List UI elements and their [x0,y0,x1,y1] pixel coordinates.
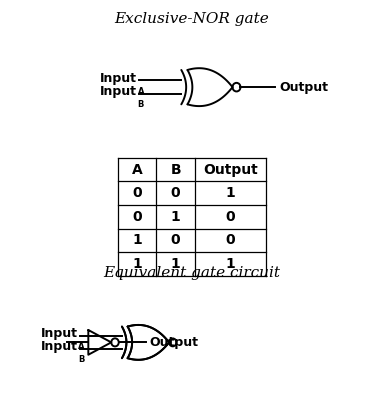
Text: 0: 0 [225,234,235,247]
Text: Input: Input [41,327,78,340]
Text: 0: 0 [171,186,180,200]
Text: 1: 1 [225,186,235,200]
Text: Input: Input [100,85,137,98]
Text: 0: 0 [225,210,235,224]
Text: B: B [78,355,84,364]
Text: Output: Output [203,163,258,176]
Text: A: A [78,342,85,351]
Text: Output: Output [279,81,328,94]
Text: B: B [170,163,181,176]
Text: 0: 0 [132,186,142,200]
Text: Exclusive-NOR gate: Exclusive-NOR gate [115,12,269,27]
Text: 1: 1 [171,210,180,224]
Text: B: B [137,100,144,109]
Text: Output: Output [149,336,199,349]
Text: 1: 1 [225,257,235,271]
Text: 1: 1 [171,257,180,271]
Text: A: A [132,163,142,176]
Text: A: A [137,86,144,95]
Text: 1: 1 [132,257,142,271]
Text: Input: Input [41,340,78,353]
Text: 0: 0 [132,210,142,224]
Text: 1: 1 [132,234,142,247]
Text: Equivalent gate circuit: Equivalent gate circuit [104,266,280,280]
Text: 0: 0 [171,234,180,247]
Text: Input: Input [100,72,137,85]
